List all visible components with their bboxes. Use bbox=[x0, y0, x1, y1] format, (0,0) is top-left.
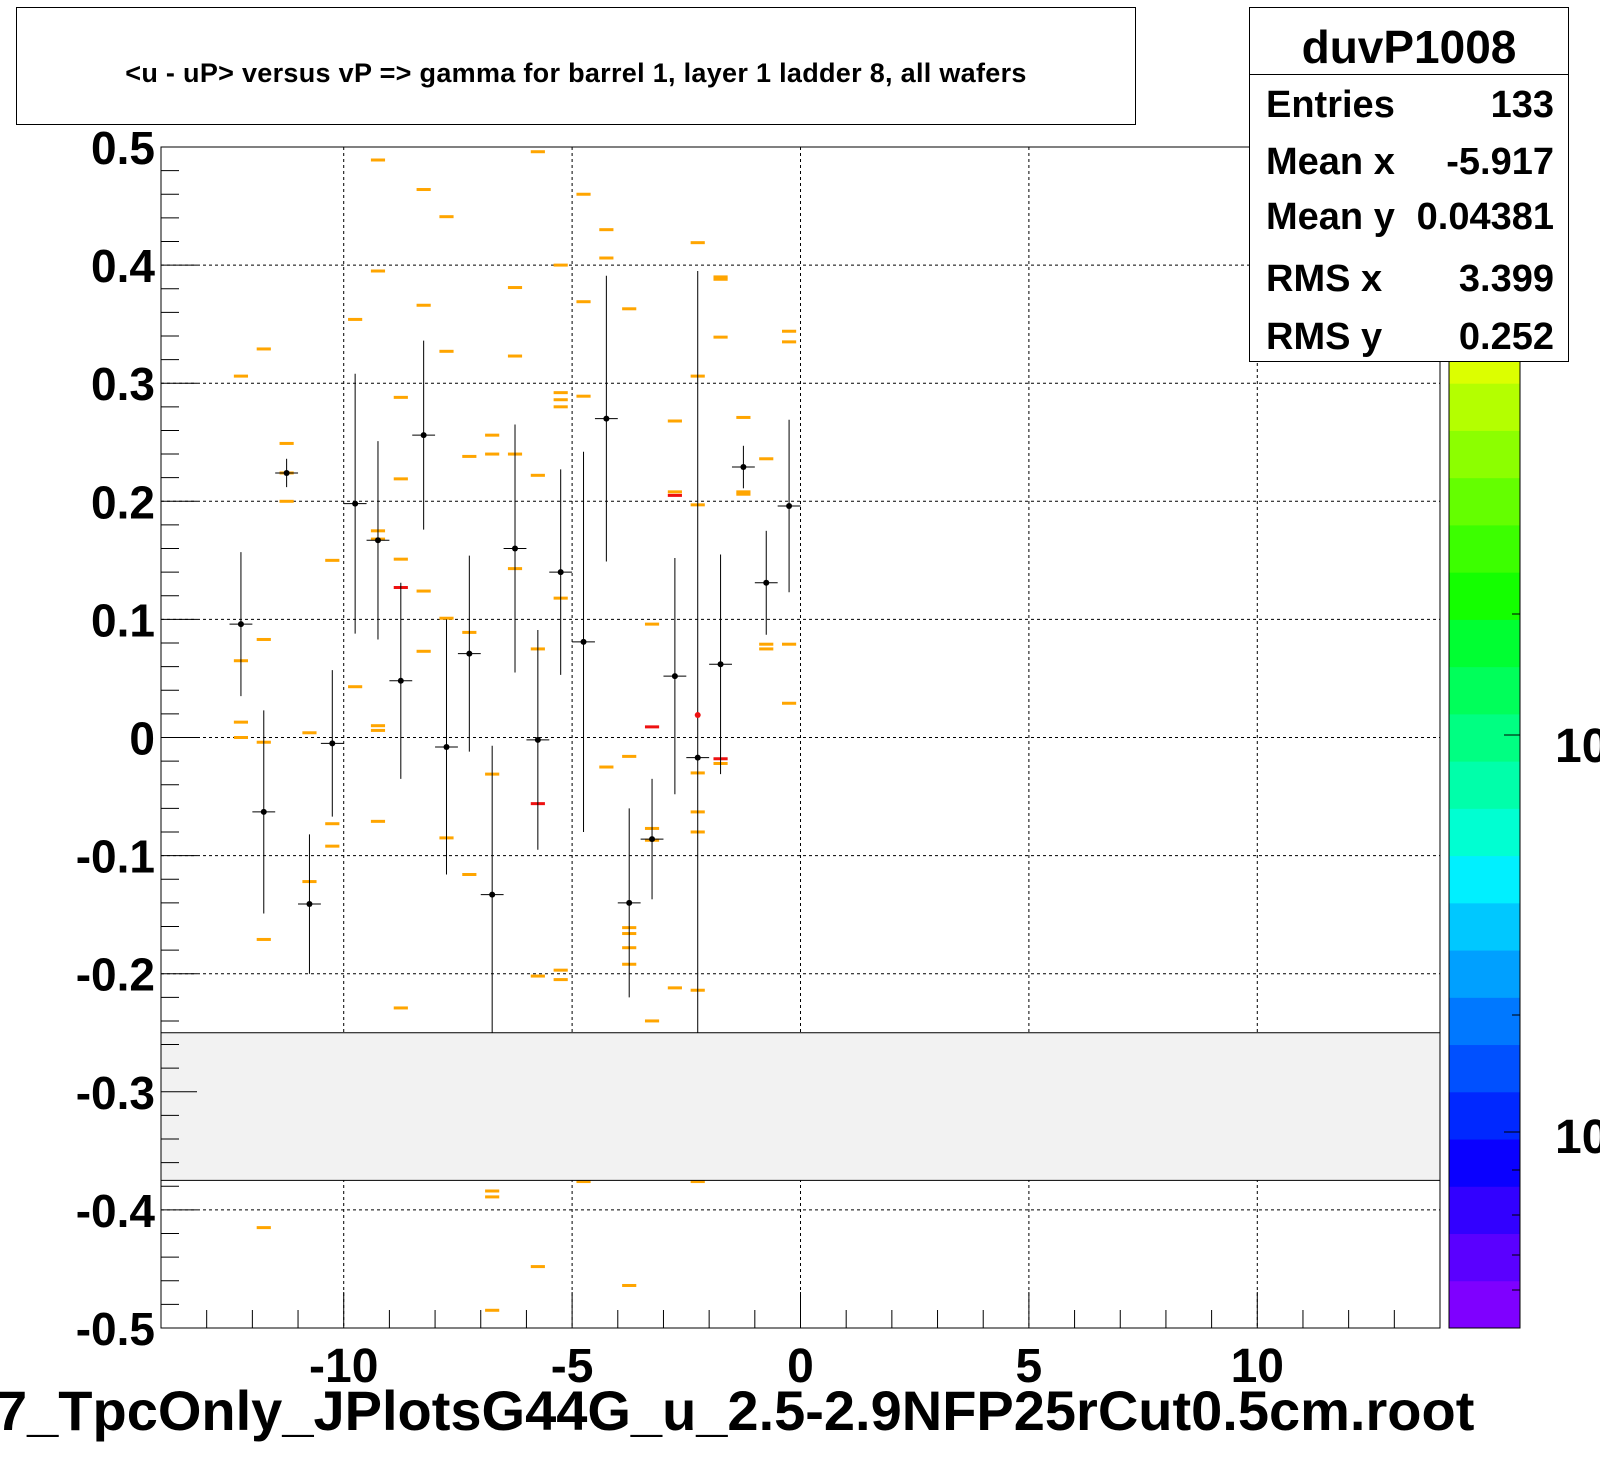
palette-swatch bbox=[1449, 997, 1520, 1046]
profile-point bbox=[740, 464, 747, 471]
palette-swatch bbox=[1449, 808, 1520, 857]
palette-swatch bbox=[1449, 666, 1520, 715]
profile-point bbox=[420, 432, 427, 439]
stats-value: 0.04381 bbox=[1416, 196, 1554, 238]
palette-swatch bbox=[1449, 1233, 1520, 1282]
stats-label: RMS y bbox=[1266, 316, 1383, 358]
profile-point bbox=[466, 650, 473, 657]
profile-point bbox=[534, 736, 541, 743]
profile-point bbox=[443, 743, 450, 750]
profile-point bbox=[603, 415, 610, 422]
profile-point bbox=[237, 621, 244, 628]
palette-swatch bbox=[1449, 1139, 1520, 1187]
title-box: <u - uP> versus vP => gamma for barrel 1… bbox=[16, 7, 1136, 125]
stats-box: duvP1008 Entries 133 Mean x -5.917 Mean … bbox=[1249, 7, 1569, 362]
profile-point bbox=[717, 661, 724, 668]
palette-swatch bbox=[1449, 524, 1520, 573]
stats-label: Entries bbox=[1266, 84, 1395, 126]
y-tick-label: -0.1 bbox=[76, 831, 155, 883]
y-tick-label: 0.2 bbox=[91, 476, 155, 528]
axis-ticks: -0.5 -0.4 -0.3 -0.2 -0.1 0 0.1 0.2 0.3 0.4 0.5 -10 -… bbox=[76, 122, 1395, 1393]
palette-swatch bbox=[1449, 855, 1520, 904]
y-tick-label: 0 bbox=[129, 713, 155, 765]
profile-point bbox=[763, 579, 770, 586]
profile-point bbox=[557, 569, 564, 576]
empty-band bbox=[160, 1032, 1441, 1181]
palette-swatch bbox=[1449, 430, 1520, 479]
x-tick-label: 10 bbox=[1231, 1340, 1284, 1393]
profile-point bbox=[489, 891, 496, 898]
stats-value: 133 bbox=[1490, 84, 1554, 126]
stats-value: 0.252 bbox=[1458, 316, 1554, 358]
palette-swatch bbox=[1449, 619, 1520, 668]
stats-row-mean-x: Mean x -5.917 bbox=[1266, 141, 1554, 189]
palette-swatch bbox=[1449, 477, 1520, 526]
y-tick-label: -0.4 bbox=[76, 1185, 156, 1237]
profile-points bbox=[229, 271, 801, 1033]
y-tick-label: -0.3 bbox=[76, 1067, 155, 1119]
profile-point bbox=[671, 673, 678, 680]
profile-point bbox=[649, 836, 656, 843]
palette-swatch bbox=[1449, 713, 1520, 762]
profile-point bbox=[352, 500, 359, 507]
profile-point bbox=[580, 638, 587, 645]
stats-label: Mean y bbox=[1266, 196, 1395, 238]
x-tick-label: 5 bbox=[1016, 1340, 1043, 1393]
palette-label: 10 bbox=[1555, 1111, 1600, 1164]
profile-point bbox=[397, 677, 404, 684]
palette-swatch bbox=[1449, 383, 1520, 431]
palette-swatch bbox=[1449, 1044, 1520, 1093]
profile-point bbox=[283, 469, 290, 476]
chart-title: <u - uP> versus vP => gamma for barrel 1… bbox=[125, 58, 1027, 88]
y-tick-label: -0.2 bbox=[76, 949, 155, 1001]
profile-point bbox=[329, 740, 336, 747]
profile-point bbox=[374, 537, 381, 544]
profile-point bbox=[306, 901, 313, 908]
palette-swatch bbox=[1449, 761, 1520, 809]
stats-label: RMS x bbox=[1266, 258, 1383, 300]
profile-point bbox=[694, 754, 701, 761]
stats-row-rms-x: RMS x 3.399 bbox=[1266, 258, 1554, 306]
y-tick-label: 0.3 bbox=[91, 358, 155, 410]
stats-name: duvP1008 bbox=[1301, 21, 1517, 73]
file-name-label: 7_TpcOnly_JPlotsG44G_u_2.5-2.9NFP25rCut0… bbox=[0, 1379, 1475, 1442]
stats-row-mean-y: Mean y 0.04381 bbox=[1266, 196, 1554, 244]
histogram-cells bbox=[233, 150, 797, 1312]
stats-row-rms-y: RMS y 0.252 bbox=[1266, 316, 1554, 364]
palette-swatch bbox=[1449, 572, 1520, 620]
profile-point bbox=[626, 899, 633, 906]
y-tick-label: -0.5 bbox=[76, 1303, 155, 1355]
band-rect bbox=[160, 1032, 1441, 1181]
stats-row-entries: Entries 133 bbox=[1266, 84, 1554, 132]
stats-value: -5.917 bbox=[1446, 141, 1554, 183]
x-tick-label: -5 bbox=[551, 1340, 594, 1393]
palette-label: 10 bbox=[1555, 720, 1600, 773]
palette-swatch bbox=[1449, 950, 1520, 998]
profile-point bbox=[786, 503, 793, 510]
profile-point bbox=[260, 808, 267, 815]
profile-point bbox=[512, 545, 519, 552]
stats-label: Mean x bbox=[1266, 141, 1395, 183]
x-tick-label: -10 bbox=[309, 1340, 378, 1393]
red-marker bbox=[694, 712, 701, 719]
palette-swatch bbox=[1449, 902, 1520, 951]
y-tick-label: 0.4 bbox=[91, 240, 155, 292]
palette-swatch bbox=[1449, 1186, 1520, 1235]
x-tick-label: 0 bbox=[787, 1340, 814, 1393]
stats-separator bbox=[1250, 74, 1568, 75]
stats-value: 3.399 bbox=[1458, 258, 1554, 300]
y-tick-label: 0.5 bbox=[91, 122, 155, 174]
y-tick-label: 0.1 bbox=[91, 594, 155, 646]
palette-swatch bbox=[1449, 1280, 1520, 1329]
